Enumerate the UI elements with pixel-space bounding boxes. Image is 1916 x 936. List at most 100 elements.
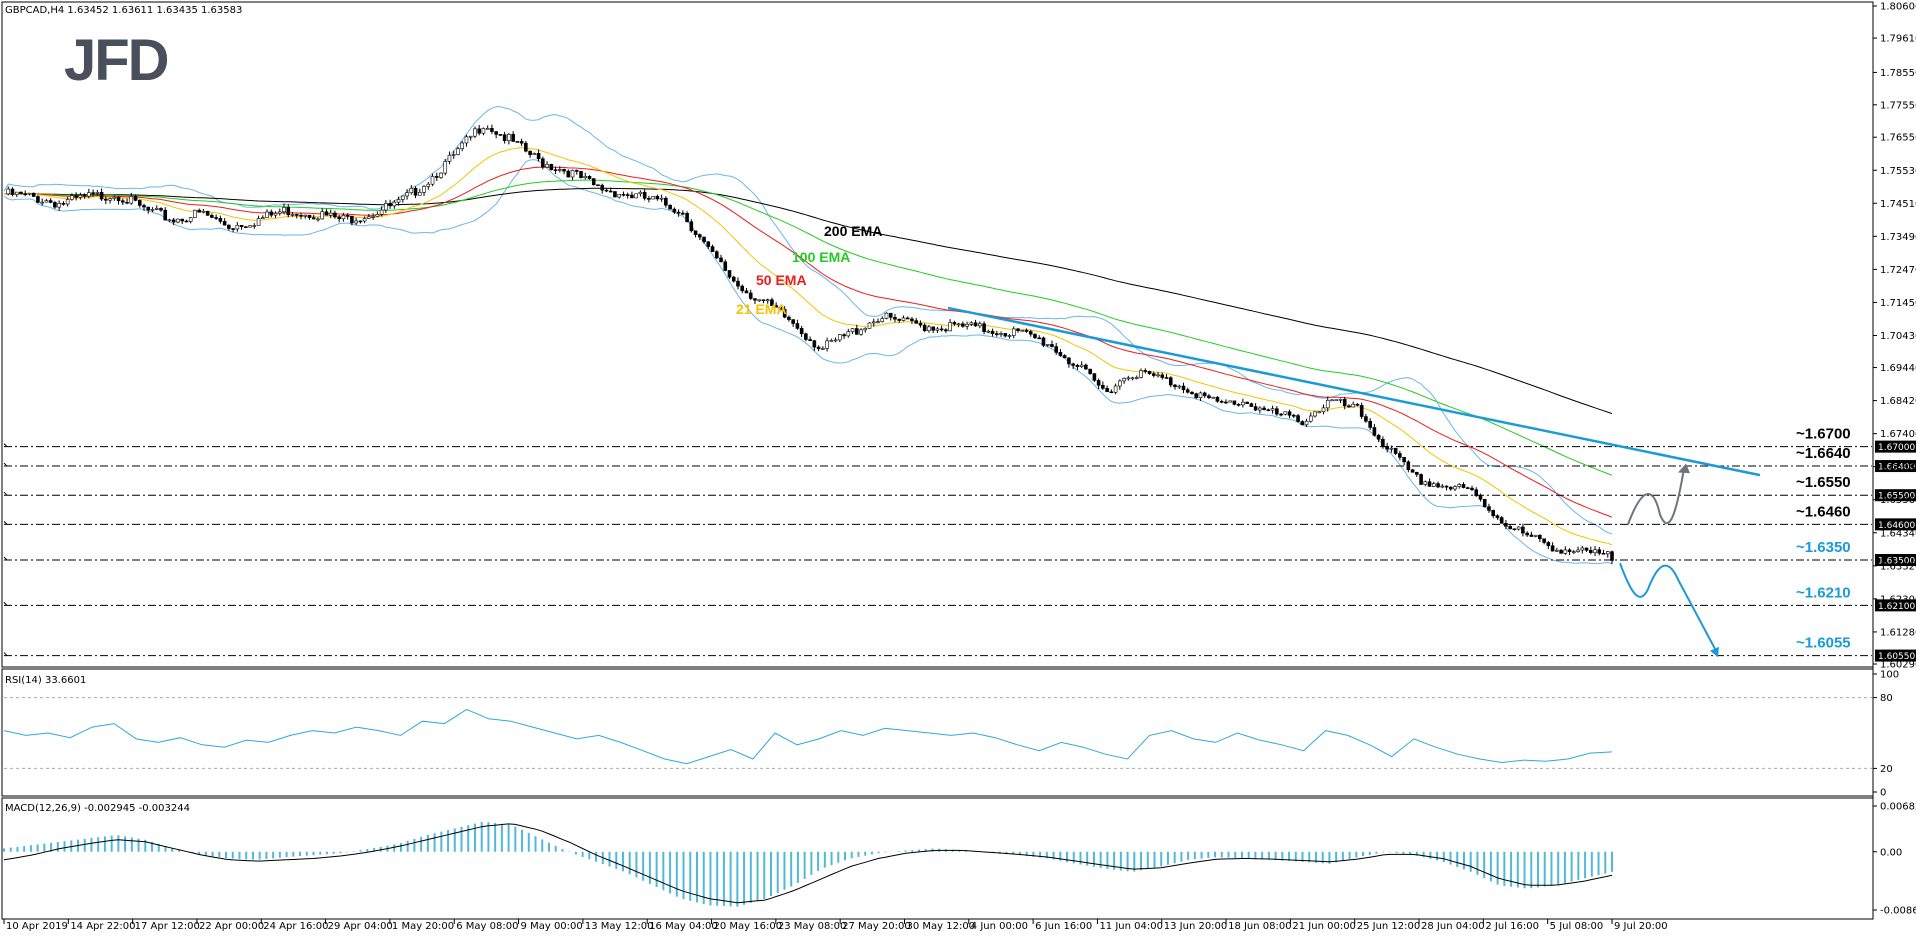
candle-body bbox=[146, 206, 151, 211]
candle-body bbox=[1020, 329, 1025, 332]
candle-body bbox=[227, 224, 231, 229]
candle-body bbox=[44, 200, 49, 203]
candle-body bbox=[545, 164, 549, 168]
price-axis-label: 1.66380 bbox=[1880, 462, 1916, 473]
candle-body bbox=[1398, 453, 1402, 458]
candle-body bbox=[1580, 547, 1585, 551]
candle-body bbox=[1079, 364, 1084, 367]
time-axis-label: 9 Jul 20:00 bbox=[1614, 921, 1668, 932]
candle-body bbox=[6, 188, 11, 195]
candle-body bbox=[1597, 549, 1602, 554]
price-axis-label: 1.68420 bbox=[1880, 396, 1916, 407]
candle-body bbox=[142, 205, 146, 208]
candle-body bbox=[456, 148, 460, 155]
candle-body bbox=[1050, 344, 1054, 347]
level-price-tag-text: 1.62100 bbox=[1878, 602, 1915, 612]
candle-body bbox=[676, 211, 681, 214]
candle-body bbox=[1241, 401, 1245, 406]
time-axis-label: 13 Jun 20:00 bbox=[1164, 921, 1228, 932]
candle-body bbox=[978, 323, 982, 327]
candle-body bbox=[731, 276, 736, 282]
candle-body bbox=[1427, 481, 1432, 487]
candle-body bbox=[464, 136, 469, 144]
candle-body bbox=[1372, 427, 1377, 436]
candle-body bbox=[608, 190, 613, 193]
candle-body bbox=[159, 208, 163, 211]
candle-body bbox=[1376, 435, 1381, 440]
bollinger-upper-band bbox=[3, 106, 1613, 535]
level-marker-icon bbox=[3, 652, 8, 656]
price-axis: 1.80600 1.79610 1.78550 1.77550 1.76550 1.755… bbox=[1872, 2, 1916, 919]
candle-body bbox=[681, 212, 685, 215]
candle-body bbox=[1211, 396, 1215, 399]
candle-body bbox=[1491, 510, 1496, 517]
candle-body bbox=[129, 196, 134, 204]
candle-body bbox=[1308, 415, 1313, 422]
arrow-head-down-icon bbox=[1710, 646, 1719, 658]
candle-body bbox=[447, 154, 452, 162]
level-price-tag bbox=[1875, 489, 1916, 502]
candle-body bbox=[791, 319, 795, 324]
candle-body bbox=[1593, 549, 1597, 554]
candle-body bbox=[354, 220, 358, 224]
candle-body bbox=[248, 225, 252, 228]
candle-body bbox=[922, 324, 927, 332]
candle-body bbox=[570, 170, 575, 178]
candle-body bbox=[210, 215, 214, 218]
candle-body bbox=[833, 339, 838, 342]
candle-body bbox=[1393, 447, 1398, 454]
candle-body bbox=[1359, 405, 1364, 417]
candle-body bbox=[307, 214, 312, 218]
candle-body bbox=[31, 192, 36, 197]
candle-body bbox=[231, 228, 235, 230]
level-label: ~1.6640 bbox=[1796, 445, 1851, 462]
candle-body bbox=[14, 191, 19, 195]
candle-body bbox=[1588, 550, 1593, 554]
candle-body bbox=[1130, 377, 1135, 380]
time-axis-label: 13 May 12:00 bbox=[585, 921, 654, 932]
support-resistance-levels: ~1.6700 1.67000 ~1.6640 1.66400 ~1.6550 1.655… bbox=[3, 426, 1916, 662]
candle-body bbox=[1432, 483, 1436, 487]
candle-body bbox=[99, 191, 104, 200]
candle-body bbox=[1499, 517, 1504, 524]
macd-title: MACD(12,26,9) -0.002945 -0.003244 bbox=[5, 803, 190, 814]
candle-body bbox=[1143, 370, 1148, 372]
candle-body bbox=[409, 187, 414, 194]
candle-body bbox=[299, 214, 303, 217]
candle-body bbox=[481, 128, 486, 134]
macd-histogram bbox=[3, 822, 1613, 907]
candle-body bbox=[133, 196, 138, 201]
time-axis-label: 28 Jun 04:00 bbox=[1421, 921, 1485, 932]
candle-body bbox=[1118, 380, 1122, 387]
candle-body bbox=[82, 194, 87, 197]
candle-body bbox=[104, 198, 108, 201]
level-label: ~1.6460 bbox=[1796, 503, 1851, 520]
candle-body bbox=[986, 330, 991, 333]
candle-body bbox=[1101, 385, 1105, 389]
candle-body bbox=[1215, 396, 1220, 402]
price-axis-label: 1.75530 bbox=[1880, 166, 1916, 177]
candle-body bbox=[1054, 346, 1059, 353]
price-axis-label: 1.76550 bbox=[1880, 133, 1916, 144]
candle-body bbox=[1610, 551, 1614, 561]
candle-body bbox=[600, 184, 605, 191]
candle-body bbox=[613, 191, 617, 198]
candle-body bbox=[1071, 363, 1075, 366]
candle-body bbox=[490, 128, 494, 132]
candle-body bbox=[1037, 337, 1042, 340]
candle-body bbox=[345, 215, 350, 217]
candle-body bbox=[719, 257, 723, 263]
candle-body bbox=[1351, 403, 1355, 408]
candle-body bbox=[396, 199, 401, 203]
candle-body bbox=[604, 189, 609, 192]
price-axis-label: 1.67400 bbox=[1880, 429, 1916, 440]
candle-body bbox=[1423, 481, 1428, 485]
macd-axis-label: 0.00 bbox=[1880, 847, 1902, 858]
candle-body bbox=[1321, 407, 1326, 413]
candle-body bbox=[214, 217, 218, 219]
candle-body bbox=[591, 178, 596, 186]
candle-body bbox=[1508, 526, 1512, 530]
candle-body bbox=[846, 331, 851, 337]
level-marker-icon bbox=[3, 521, 8, 525]
